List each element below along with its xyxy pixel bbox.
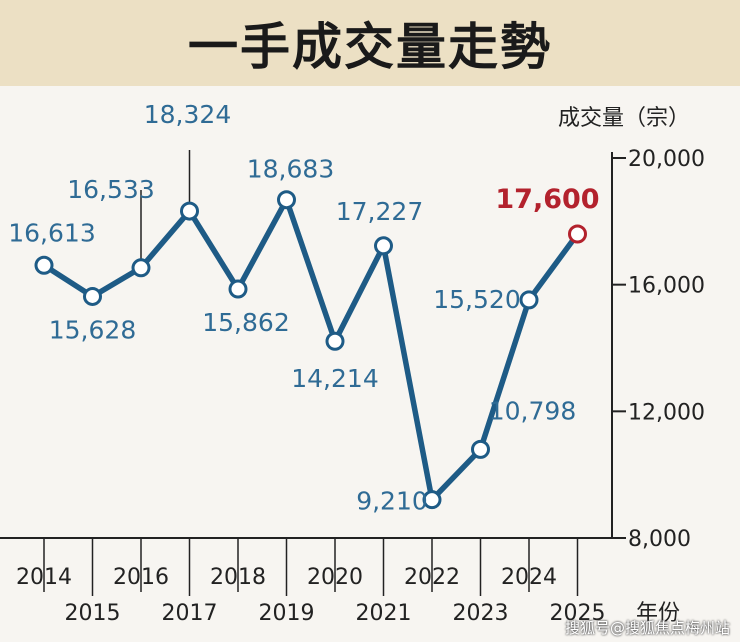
data-label: 16,533 [67, 175, 154, 204]
watermark: 搜狐号@搜狐焦点梅州站 [565, 619, 731, 637]
x-tick-label: 2017 [162, 601, 218, 626]
highlight-point [568, 224, 587, 244]
data-point [131, 258, 151, 278]
y-tick-label: 12,000 [628, 400, 705, 425]
data-point [83, 286, 102, 306]
data-label: 15,862 [202, 308, 289, 337]
data-point [422, 490, 442, 510]
x-tick-label: 2022 [404, 565, 460, 590]
data-point [519, 290, 539, 310]
chart-title: 一手成交量走勢 [188, 18, 552, 76]
series-line [42, 196, 580, 503]
data-point [277, 190, 296, 210]
x-tick-label: 2020 [307, 565, 363, 590]
y-axis-label: 成交量（宗） [558, 106, 690, 131]
data-label: 15,628 [49, 315, 136, 344]
data-label: 16,613 [8, 218, 95, 247]
data-label: 9,210 [356, 487, 428, 516]
x-tick-label: 2019 [259, 601, 315, 626]
x-tick-label: 2015 [65, 601, 121, 626]
data-point [325, 331, 345, 351]
y-tick-label: 20,000 [628, 147, 705, 172]
data-label: 10,798 [489, 396, 576, 425]
x-tick-label: 2025 [550, 601, 606, 626]
y-tick-label: 16,000 [628, 274, 705, 299]
data-label: 18,324 [144, 100, 231, 129]
title-band: 一手成交量走勢 [0, 0, 740, 86]
x-tick-label: 2018 [210, 565, 266, 590]
data-label: 14,214 [291, 364, 378, 393]
data-label: 17,227 [336, 197, 423, 226]
y-tick-label: 8,000 [628, 527, 691, 552]
x-tick-label: 2021 [356, 601, 412, 626]
highlight-data-label: 17,600 [495, 184, 599, 215]
x-tick-label: 2024 [501, 565, 557, 590]
x-tick-label: 2014 [16, 565, 72, 590]
x-axis-label: 年份 [636, 601, 680, 626]
data-point [34, 255, 54, 275]
x-tick-label: 2023 [453, 601, 509, 626]
data-point [471, 439, 490, 459]
data-point [180, 201, 199, 221]
data-point [228, 279, 248, 299]
data-label: 15,520 [433, 285, 520, 314]
data-label: 18,683 [247, 155, 334, 184]
x-tick-label: 2016 [113, 565, 169, 590]
data-point [374, 236, 393, 256]
